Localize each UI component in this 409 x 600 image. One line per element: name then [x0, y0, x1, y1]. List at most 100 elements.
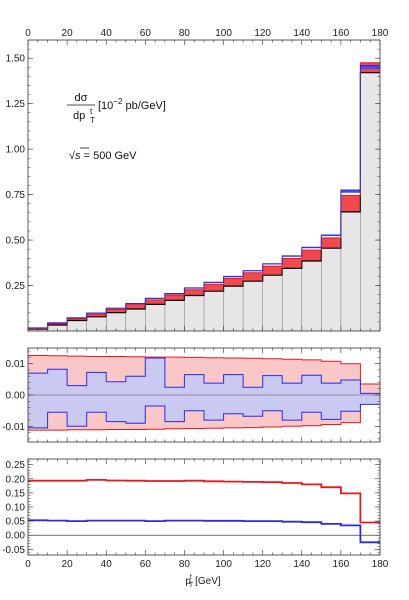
- y-tick-label: -0.01: [2, 422, 25, 433]
- x-tick-label-top: 60: [140, 28, 152, 39]
- blue-band-upper-line: [28, 357, 380, 394]
- red-band-segment: [321, 237, 341, 249]
- chart-annotation: dσ dp t T [10−2 pb/GeV] √s = 500 GeV: [67, 92, 166, 162]
- blue-band-fill: [28, 358, 380, 428]
- red-band-segment: [47, 323, 68, 325]
- x-tick-label-top: 140: [293, 28, 310, 39]
- blue-band-segment: [301, 247, 322, 249]
- y-tick-label: 1.50: [6, 54, 26, 65]
- x-tick-label-top: 120: [254, 28, 271, 39]
- x-tick-label: 80: [179, 559, 191, 570]
- x-tick-label: 20: [62, 559, 74, 570]
- red-band-segment: [243, 272, 263, 282]
- y-tick-label: 0.10: [6, 503, 26, 514]
- annotation-units-tail: pb/GeV]: [122, 100, 165, 112]
- red-band-segment: [164, 294, 185, 301]
- annotation-units-exp: −2: [113, 97, 123, 106]
- base-bar: [223, 286, 244, 331]
- red-band-segment: [106, 309, 126, 313]
- uncertainty-panel: -0.01 0.00 0.01: [2, 347, 381, 443]
- red-band-segment: [67, 318, 87, 321]
- x-tick-label-top: 0: [25, 28, 31, 39]
- red-band-segment: [340, 195, 361, 212]
- y-tick-label: 0.00: [6, 391, 26, 402]
- x-tick-label-top: 20: [62, 28, 74, 39]
- y-tick-label: -0.05: [2, 545, 25, 556]
- y-tick-label: 0.25: [6, 281, 26, 292]
- annotation-denominator-sup: t: [90, 107, 93, 116]
- y-tick-label: 0.15: [6, 488, 26, 499]
- x-axis-label-main: p: [185, 576, 191, 587]
- x-axis-label-sup: t: [190, 574, 192, 581]
- annotation-units-open: [10: [98, 100, 113, 112]
- x-axis-label-sub: T: [189, 582, 194, 589]
- y-tick-label: 1.25: [6, 99, 26, 110]
- red-band-segment: [125, 304, 146, 309]
- y-tick-label: 0.01: [6, 359, 26, 370]
- blue-band-segment: [340, 190, 361, 193]
- base-bar: [262, 275, 283, 331]
- red-band-segment: [301, 250, 322, 261]
- base-bar: [67, 320, 87, 331]
- x-tick-label-top: 100: [215, 28, 232, 39]
- base-bar: [243, 281, 263, 331]
- x-tick-label: 40: [101, 559, 113, 570]
- x-axis-label-units: [GeV]: [195, 576, 221, 587]
- base-bar: [301, 260, 322, 331]
- x-axis-label: pt T [GeV]: [185, 574, 221, 589]
- x-tick-label: 100: [215, 559, 232, 570]
- base-bar: [204, 291, 224, 331]
- x-tick-label: 140: [293, 559, 310, 570]
- red-band-segment: [86, 314, 107, 317]
- ratio-panel: 0 20 40 60 80 100 120 140 160 180 -0.05 0.00 0.05 0.1…: [2, 458, 389, 570]
- y-tick-label: 0.20: [6, 474, 26, 485]
- red-ratio-line: [28, 479, 380, 524]
- red-band-segment: [184, 289, 204, 296]
- base-bar: [86, 316, 107, 331]
- base-bar: [125, 308, 146, 331]
- x-tick-label: 120: [254, 559, 271, 570]
- base-bar: [282, 268, 302, 331]
- blue-step-line: [28, 65, 380, 329]
- x-tick-label-top: 80: [179, 28, 191, 39]
- red-band-upper-line: [28, 355, 380, 385]
- annotation-denominator-sub: T: [90, 116, 95, 125]
- base-bar: [321, 248, 341, 331]
- x-tick-label: 0: [25, 559, 31, 570]
- x-tick-label: 60: [140, 559, 152, 570]
- x-tick-label: 180: [372, 559, 389, 570]
- base-bar: [106, 312, 126, 331]
- annotation-energy-value: = 500 GeV: [81, 150, 138, 162]
- red-band-lower-line: [28, 397, 380, 431]
- annotation-energy: √s = 500 GeV: [69, 150, 137, 162]
- annotation-sqrt: √: [69, 150, 76, 162]
- y-tick-label: 0.75: [6, 190, 26, 201]
- red-band-segment: [262, 266, 283, 276]
- blue-band-segment: [360, 65, 380, 70]
- annotation-sqrt-var: s: [75, 150, 81, 162]
- red-band-segment: [145, 299, 165, 305]
- blue-band-lower-line: [28, 403, 380, 429]
- x-tick-label-top: 180: [372, 28, 389, 39]
- y-tick-label: 1.00: [6, 145, 26, 156]
- distribution-panel: 0 20 40 60 80 100 120 140 160 180 0.25 0.50 0.75 1.00…: [6, 28, 389, 332]
- base-bar: [184, 295, 204, 331]
- base-bar: [360, 72, 380, 332]
- plot-frame: [27, 458, 381, 556]
- red-band-segment: [204, 284, 224, 292]
- blue-band-segment: [321, 234, 341, 237]
- y-tick-label: 0.25: [6, 460, 26, 471]
- red-band-segment: [223, 278, 244, 287]
- x-tick-label: 160: [333, 559, 350, 570]
- x-tick-label-top: 40: [101, 28, 113, 39]
- annotation-numerator: dσ: [75, 92, 88, 104]
- y-tick-label: 0.00: [6, 531, 26, 542]
- base-bar: [47, 324, 68, 331]
- base-bar: [145, 304, 165, 331]
- base-bar: [340, 211, 361, 331]
- y-tick-label: 0.05: [6, 517, 26, 528]
- base-bar: [164, 300, 185, 331]
- y-tick-label: 0.50: [6, 236, 26, 247]
- blue-ratio-line: [28, 519, 380, 544]
